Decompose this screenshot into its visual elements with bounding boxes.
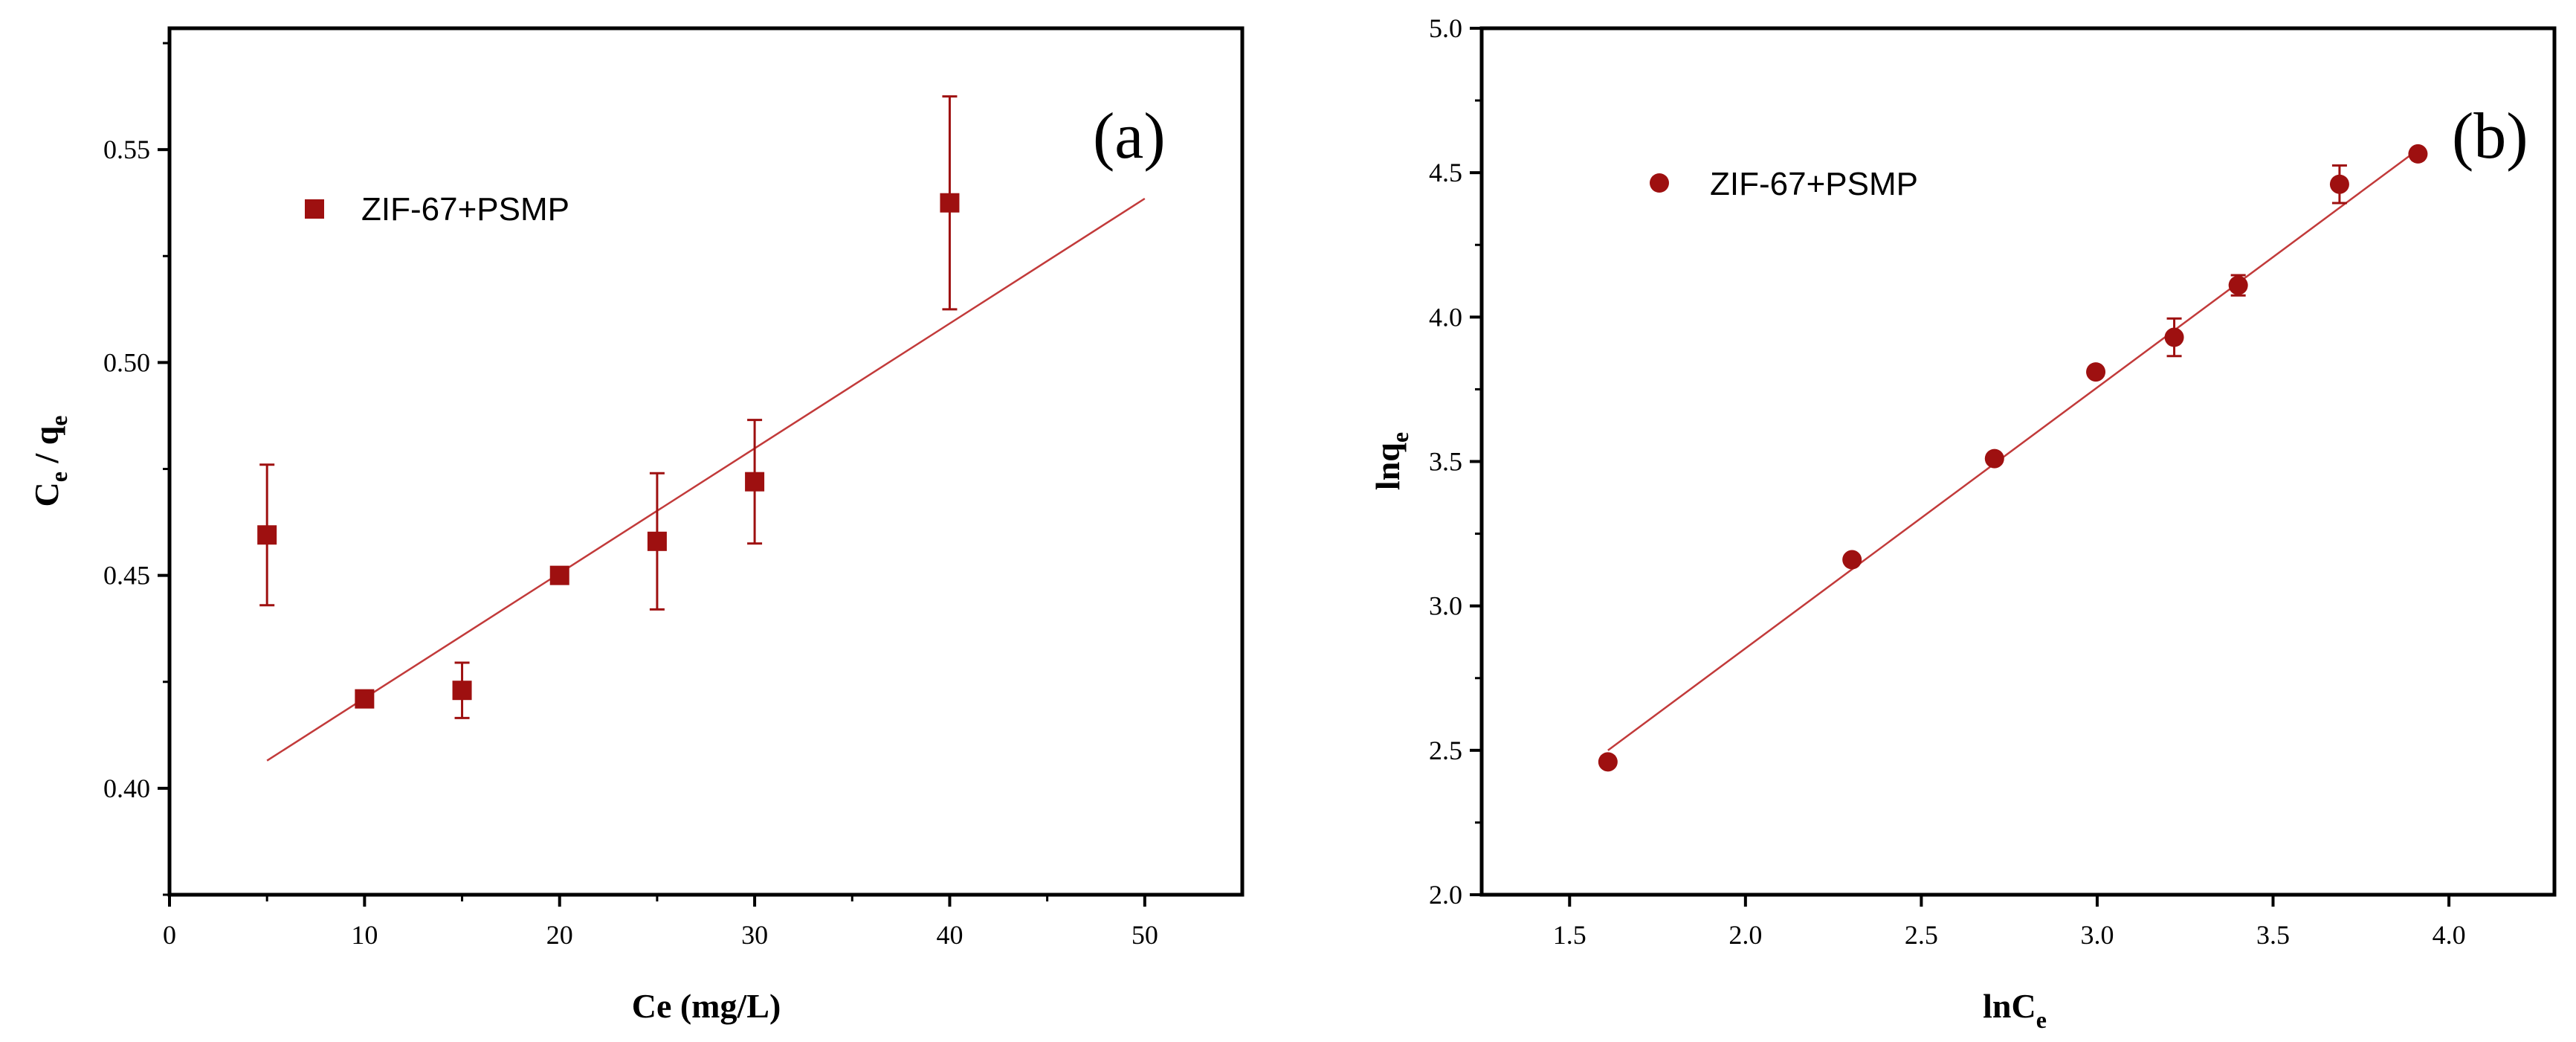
y-tick-label-b: 4.0 [1429, 302, 1462, 332]
data-point-b [2086, 362, 2106, 382]
x-tick-label-b: 4.0 [2433, 920, 2466, 950]
fit-line-a [266, 197, 1146, 762]
y-tick-label-a: 0.55 [103, 135, 150, 164]
y-tick-label-a: 0.50 [103, 347, 150, 377]
data-point-b [1984, 448, 2004, 469]
fit-line-b [1607, 149, 2419, 751]
y-tick-label-b: 3.5 [1429, 447, 1462, 477]
x-axis-title-b-sub: e [2036, 1006, 2047, 1033]
legend-marker-b [1650, 173, 1669, 193]
y-axis-title-a-sub1: e [45, 472, 72, 482]
legend-b: ZIF-67+PSMP [1650, 166, 1918, 202]
data-point-b [2164, 327, 2184, 347]
data-point-a [647, 531, 667, 551]
chart-panel-a: 0 10 20 30 40 50 0.40 0.45 0.50 0.55 (a) ZIF-67+… [28, 26, 1245, 1025]
y-axis-title-b: lnqe [1369, 432, 1413, 490]
plot-frame-b [1479, 26, 2557, 897]
y-tick-label-b: 4.5 [1429, 158, 1462, 187]
legend-label-b: ZIF-67+PSMP [1710, 166, 1918, 202]
panel-label-a: (a) [1093, 100, 1166, 173]
data-point-a [549, 565, 569, 585]
y-axis-title-b-main: lnq [1369, 443, 1407, 490]
data-point-a [940, 193, 960, 213]
y-axis-title-a-sub2: e [45, 415, 72, 425]
chart-panel-b: 1.5 2.0 2.5 3.0 3.5 4.0 2.0 2.5 3.0 3.5 4.0 4.5 5.0… [1369, 13, 2557, 1033]
data-point-b [2408, 144, 2428, 164]
data-point-b [1842, 550, 1862, 570]
x-tick-label-a: 0 [163, 920, 176, 950]
y-ticks-a: 0.40 0.45 0.50 0.55 [103, 42, 170, 896]
y-tick-label-b: 2.0 [1429, 880, 1462, 910]
data-points-a [257, 95, 960, 719]
legend-a: ZIF-67+PSMP [305, 191, 569, 228]
x-axis-title-b: lnCe [1983, 987, 2047, 1033]
y-ticks-b: 2.0 2.5 3.0 3.5 4.0 4.5 5.0 [1429, 13, 1482, 910]
legend-marker-a [305, 199, 324, 219]
panel-label-b: (b) [2452, 100, 2528, 173]
y-axis-title-b-sub: e [1387, 432, 1413, 443]
fit-line-group-a [266, 197, 1146, 762]
data-points-b [1598, 144, 2428, 772]
x-tick-label-b: 2.5 [1905, 920, 1938, 950]
x-ticks-a: 0 10 20 30 40 50 [163, 895, 1158, 950]
x-tick-label-a: 10 [351, 920, 378, 950]
fit-line-group-b [1607, 149, 2419, 751]
data-point-a [745, 472, 765, 492]
plot-frame-a [167, 26, 1245, 897]
legend-label-a: ZIF-67+PSMP [361, 191, 569, 228]
y-axis-title-a-mid: / q [28, 425, 65, 472]
data-point-a [257, 525, 277, 545]
y-tick-label-b: 2.5 [1429, 736, 1462, 765]
y-axis-title-a-main: C [28, 482, 65, 506]
x-tick-label-a: 50 [1132, 920, 1158, 950]
x-ticks-b: 1.5 2.0 2.5 3.0 3.5 4.0 [1553, 895, 2466, 950]
data-point-b [2228, 275, 2248, 295]
data-point-b [2329, 174, 2349, 194]
data-point-a [355, 689, 375, 709]
x-tick-label-a: 20 [546, 920, 573, 950]
x-tick-label-b: 3.5 [2256, 920, 2290, 950]
y-tick-label-a: 0.40 [103, 774, 150, 803]
x-axis-title-b-main: lnC [1983, 987, 2036, 1025]
data-point-a [452, 681, 472, 701]
x-tick-label-b: 2.0 [1728, 920, 1762, 950]
data-point-b [1598, 752, 1618, 772]
x-tick-label-a: 40 [936, 920, 963, 950]
x-tick-label-b: 3.0 [2080, 920, 2114, 950]
x-tick-label-b: 1.5 [1553, 920, 1586, 950]
y-tick-label-b: 5.0 [1429, 13, 1462, 43]
y-axis-title-a: Ce / qe [28, 415, 72, 506]
y-tick-label-b: 3.0 [1429, 591, 1462, 621]
x-axis-title-a: Ce (mg/L) [632, 987, 781, 1025]
y-tick-label-a: 0.45 [103, 561, 150, 591]
x-tick-label-a: 30 [741, 920, 768, 950]
